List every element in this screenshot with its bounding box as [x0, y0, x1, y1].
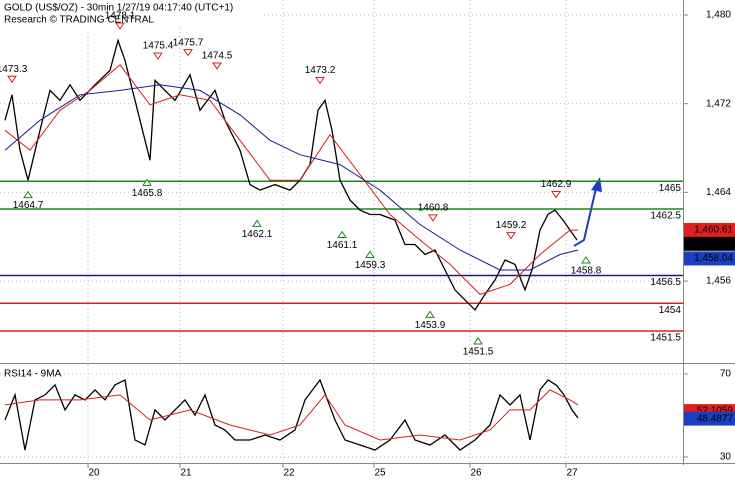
pivot-label: 1462.1 [242, 229, 273, 240]
x-tick-label: 26 [470, 468, 482, 479]
pivot-label: 1460.8 [418, 202, 449, 213]
pivot-label: 1459.3 [355, 260, 386, 271]
price-tag-label: 52.1059 [697, 406, 734, 417]
level-label: 1454 [659, 305, 682, 316]
price-tag-label: 1,460.61 [694, 225, 733, 236]
x-tick-label: 22 [283, 468, 295, 479]
pivot-low [23, 190, 33, 199]
price-tag [684, 236, 735, 251]
pivot-label: 1473.2 [305, 65, 336, 76]
series-line [4, 378, 579, 451]
pivot-high [115, 22, 125, 30]
pivot-high [551, 191, 561, 199]
y-tick-label: 1,472 [706, 98, 731, 109]
price-tag-label: 48.4877 [697, 413, 734, 424]
price-tag-label: 1,459.36 [694, 238, 733, 249]
pivot-high [212, 62, 222, 70]
y-tick-label: 1,456 [706, 276, 731, 287]
chart-subtitle: Research © TRADING CENTRAL [4, 15, 154, 26]
level-label: 1462.5 [650, 211, 681, 222]
pivot-high [7, 75, 17, 84]
title-backdrop [0, 0, 262, 27]
pivot-low [425, 310, 435, 318]
forecast-line [573, 183, 598, 247]
x-tick-label: 21 [180, 468, 192, 479]
pivot-label: 1475.7 [173, 37, 204, 48]
pivot-label: 1462.9 [541, 179, 572, 190]
pivot-label: 1459.2 [496, 220, 527, 231]
pivot-low [252, 219, 262, 227]
pivot-label: 1474.5 [202, 51, 233, 62]
x-tick-label: 27 [566, 468, 578, 479]
pivot-label: 1475.4 [143, 41, 174, 52]
pivot-high [506, 232, 516, 240]
pivot-high [153, 52, 163, 60]
pivot-low [337, 230, 347, 239]
pivot-low [581, 256, 591, 264]
pivot-label: 1464.7 [13, 200, 44, 211]
chart-title: GOLD (US$/OZ) - 30min 1/27/19 04:17:40 (… [4, 3, 233, 14]
pivot-label: 1461.1 [327, 240, 358, 251]
pivot-low [142, 178, 152, 186]
pivot-label: 1453.9 [415, 320, 446, 331]
x-tick-label: 25 [374, 468, 386, 479]
x-tick-label: 20 [88, 468, 100, 479]
pivot-label: 1478.1 [105, 11, 136, 22]
price-tag [684, 222, 735, 237]
pivot-high [183, 49, 193, 57]
y-tick-label: 30 [720, 452, 732, 463]
pivot-label: 1473.3 [0, 64, 28, 75]
rsi-title: RSI14 - 9MA [4, 369, 62, 380]
series-line [4, 64, 578, 295]
level-label: 1465 [659, 183, 682, 194]
series-line [4, 389, 579, 441]
level-label: 1451.5 [650, 333, 681, 344]
y-tick-label: 1,480 [706, 10, 731, 21]
pivot-high [428, 214, 438, 222]
y-tick-label: 70 [720, 369, 732, 380]
price-tag [684, 411, 735, 426]
price-tag [684, 251, 735, 266]
series-line [4, 84, 579, 271]
level-label: 1456.5 [650, 277, 681, 288]
pivot-label: 1458.8 [571, 266, 602, 277]
pivot-label: 1465.8 [132, 188, 163, 199]
pivot-label: 1451.5 [463, 347, 494, 358]
pivot-low [365, 250, 375, 258]
pivot-low [473, 337, 483, 345]
pivot-high [315, 76, 325, 85]
price-tag-label: 1,458.04 [694, 253, 733, 264]
y-tick-label: 1,464 [706, 187, 731, 198]
